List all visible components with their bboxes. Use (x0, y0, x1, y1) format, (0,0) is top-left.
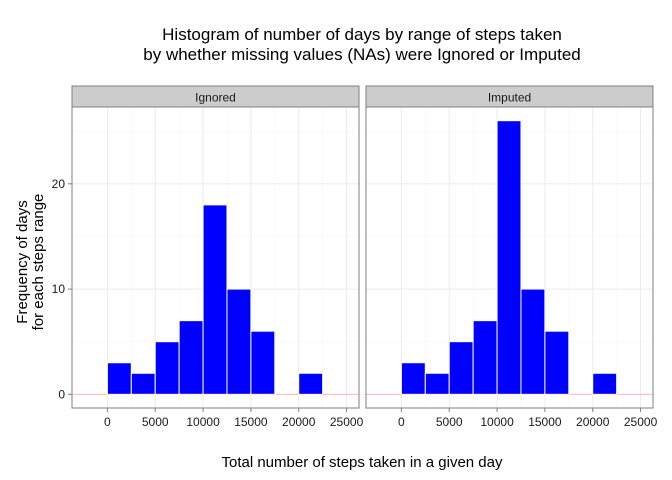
histogram-bar (544, 330, 570, 395)
x-tick-label: 25000 (624, 415, 658, 429)
y-axis-title-line-2: for each steps range (30, 194, 47, 331)
y-axis-title-line-1: Frequency of days (14, 200, 31, 323)
histogram-bar (496, 120, 522, 395)
histogram-bar (106, 362, 132, 395)
y-tick-label: 20 (52, 177, 66, 191)
histogram-bar (202, 204, 228, 395)
histogram-bar (130, 372, 156, 395)
histogram-bar (592, 372, 618, 395)
x-tick-label: 0 (398, 415, 405, 429)
x-axis-title: Total number of steps taken in a given d… (221, 454, 503, 471)
histogram-bar (250, 330, 276, 395)
facet-strip-label: Ignored (195, 91, 236, 105)
panel-imputed: Imputed 0 5000 10000 15000 20000 25000 (365, 85, 658, 429)
histogram-bar (448, 341, 474, 395)
x-tick-label: 5000 (436, 415, 463, 429)
x-tick-label: 15000 (234, 415, 268, 429)
x-tick-label: 15000 (528, 415, 562, 429)
histogram-bar (226, 288, 252, 395)
histogram-bar (154, 341, 180, 395)
histogram-bar (520, 288, 546, 395)
panel-border (71, 106, 360, 409)
chart-title-line-2: by whether missing values (NAs) were Ign… (143, 45, 580, 64)
x-tick-label: 20000 (576, 415, 610, 429)
x-tick-label: 20000 (282, 415, 316, 429)
histogram-bar (298, 372, 324, 395)
x-tick-label: 10000 (186, 415, 220, 429)
histogram-bar (424, 372, 450, 395)
histogram-bar (400, 362, 426, 395)
x-tick-label: 25000 (330, 415, 364, 429)
panel-ignored: Ignored 0 5000 10000 15000 20000 25000 0 10 20 (52, 85, 364, 429)
chart-title-line-1: Histogram of number of days by range of … (162, 25, 562, 44)
x-tick-label: 10000 (480, 415, 514, 429)
x-tick-label: 0 (104, 415, 111, 429)
panel-border (365, 106, 654, 409)
facet-strip-label: Imputed (488, 91, 531, 105)
y-axis-title: Frequency of days for each steps range (14, 194, 47, 331)
y-tick-label: 0 (58, 387, 65, 401)
y-tick-label: 10 (52, 282, 66, 296)
facet-panels: Ignored 0 5000 10000 15000 20000 25000 0 10 20 Imp… (52, 85, 658, 429)
x-tick-label: 5000 (142, 415, 169, 429)
histogram-bar (178, 320, 204, 395)
histogram-bar (472, 320, 498, 395)
